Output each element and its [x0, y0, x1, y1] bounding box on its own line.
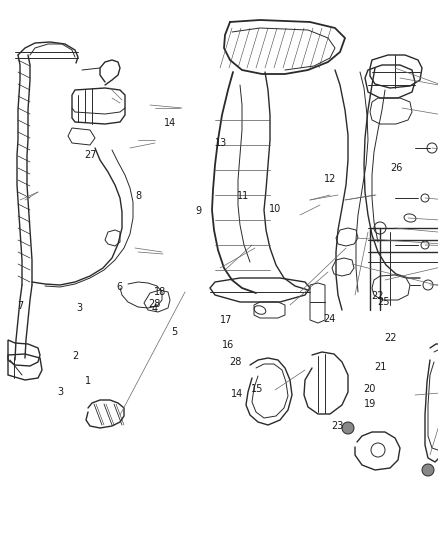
Text: 1: 1 [85, 376, 92, 386]
Text: 21: 21 [374, 362, 387, 372]
Text: 16: 16 [222, 341, 234, 350]
Text: 17: 17 [220, 315, 232, 325]
Text: 19: 19 [364, 399, 376, 409]
Text: 11: 11 [237, 191, 249, 201]
Text: 22: 22 [371, 291, 384, 301]
Text: 15: 15 [251, 384, 264, 394]
Text: 2: 2 [72, 351, 78, 361]
Text: 3: 3 [77, 303, 83, 312]
Circle shape [422, 464, 434, 476]
Text: 28: 28 [230, 358, 242, 367]
Text: 4: 4 [151, 304, 157, 314]
Text: 12: 12 [324, 174, 336, 183]
Text: 7: 7 [18, 302, 24, 311]
Text: 24: 24 [323, 314, 336, 324]
Text: 10: 10 [268, 204, 281, 214]
Text: 5: 5 [171, 327, 177, 336]
Text: 25: 25 [378, 297, 390, 307]
Text: 3: 3 [57, 387, 63, 397]
Text: 20: 20 [364, 384, 376, 394]
Text: 28: 28 [148, 299, 160, 309]
Text: 9: 9 [195, 206, 201, 215]
Text: 6: 6 [116, 282, 122, 292]
Text: 14: 14 [164, 118, 177, 127]
Text: 8: 8 [136, 191, 142, 201]
Text: 18: 18 [154, 287, 166, 296]
Text: 22: 22 [385, 334, 397, 343]
Text: 23: 23 [332, 422, 344, 431]
Text: 26: 26 [391, 163, 403, 173]
Text: 14: 14 [231, 390, 244, 399]
Circle shape [342, 422, 354, 434]
Text: 27: 27 [84, 150, 97, 159]
Text: 13: 13 [215, 138, 227, 148]
